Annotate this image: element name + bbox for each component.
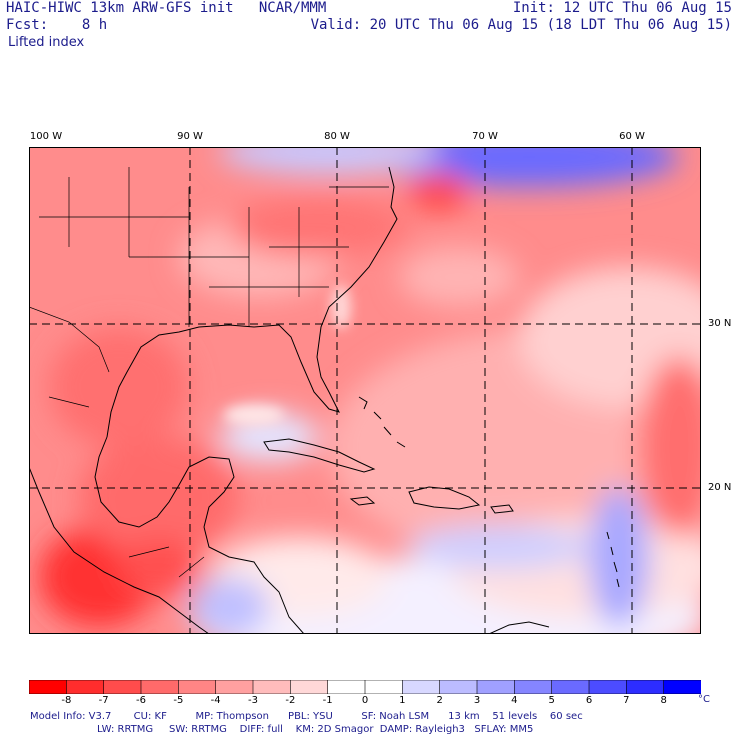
lifted-index-map [29,147,701,634]
colorbar-tick-label: 3 [473,695,481,706]
lat-label-30n: 30 N [708,318,732,329]
colorbar-swatch [215,680,254,694]
colorbar-tick-label: -7 [98,695,109,706]
colorbar-tick-label: -5 [173,695,184,706]
colorbar-tick-label: -6 [136,695,146,706]
lon-label-100w: 100 W [29,131,63,142]
valid-time: Valid: 20 UTC Thu 06 Aug 15 (18 LDT Thu … [310,17,732,33]
lat-label-20n: 20 N [708,482,732,493]
colorbar-tick-label: 4 [511,695,518,706]
colorbar-tick-label: -3 [248,695,258,706]
field-name: Lifted index [8,35,85,50]
colorbar-swatch [66,680,105,694]
colorbar-swatch [178,680,217,694]
colorbar-tick-label: -2 [285,695,296,706]
colorbar-swatch [290,680,329,694]
colorbar-tick-label: -1 [322,695,333,706]
coastlines [29,166,620,634]
colorbar-swatch [663,680,701,694]
colorbar-swatch [252,680,292,694]
model-title: HAIC-HIWC 13km ARW-GFS init NCAR/MMM [6,0,327,16]
colorbar-swatch [103,680,142,694]
colorbar-tick-label: -8 [61,695,72,706]
forecast-hour: Fcst: 8 h [6,17,108,33]
colorbar-tick-label: 0 [361,695,369,706]
colorbar-tick-label: 5 [548,695,555,706]
colorbar-swatch [476,680,516,694]
lon-label-70w: 70 W [472,131,498,142]
model-info-line2: LW: RRTMG SW: RRTMG DIFF: full KM: 2D Sm… [97,724,534,735]
colorbar-swatch [626,680,665,694]
colorbar-tick-label: 2 [436,695,443,706]
colorbar-swatch [140,680,180,694]
shaded-field [39,147,701,634]
colorbar-swatch [588,680,628,694]
lon-label-90w: 90 W [177,131,203,142]
colorbar-tick-label: 7 [623,695,630,706]
colorbar-tick-label: 8 [660,695,667,706]
init-time: Init: 12 UTC Thu 06 Aug 15 [512,0,732,16]
lon-label-60w: 60 W [619,131,645,142]
lon-label-80w: 80 W [324,131,350,142]
colorbar-swatch [514,680,553,694]
colorbar-swatch [29,680,68,694]
colorbar-tick-label: 6 [585,695,593,706]
colorbar-swatch [439,680,478,694]
model-info-line1: Model Info: V3.7 CU: KF MP: Thompson PBL… [30,711,583,722]
colorbar-tick-label: -4 [210,695,221,706]
colorbar-swatch [402,680,441,694]
colorbar-swatch [364,680,404,694]
colorbar-tick-label: 1 [399,695,406,706]
graticule [29,147,701,634]
colorbar-units: °C [698,694,710,705]
colorbar-swatch [551,680,590,694]
colorbar-swatch [327,680,366,694]
colorbar [29,680,701,694]
